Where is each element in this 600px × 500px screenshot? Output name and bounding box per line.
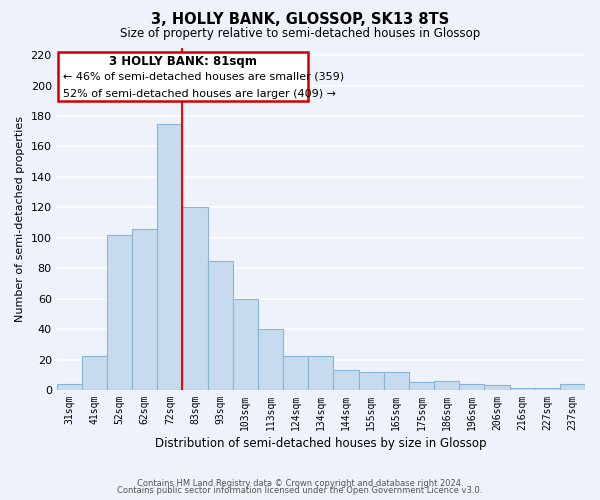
X-axis label: Distribution of semi-detached houses by size in Glossop: Distribution of semi-detached houses by … — [155, 437, 487, 450]
Bar — [258, 329, 283, 390]
Y-axis label: Number of semi-detached properties: Number of semi-detached properties — [15, 116, 25, 322]
Text: Contains HM Land Registry data © Crown copyright and database right 2024.: Contains HM Land Registry data © Crown c… — [137, 478, 463, 488]
Bar — [409, 382, 434, 390]
Bar — [82, 356, 107, 390]
Bar — [384, 372, 409, 390]
FancyBboxPatch shape — [58, 52, 308, 101]
Bar — [283, 356, 308, 390]
Bar — [434, 381, 459, 390]
Bar — [56, 384, 82, 390]
Bar — [334, 370, 359, 390]
Bar — [359, 372, 384, 390]
Text: ← 46% of semi-detached houses are smaller (359): ← 46% of semi-detached houses are smalle… — [63, 72, 344, 82]
Text: 3, HOLLY BANK, GLOSSOP, SK13 8TS: 3, HOLLY BANK, GLOSSOP, SK13 8TS — [151, 12, 449, 28]
Text: Size of property relative to semi-detached houses in Glossop: Size of property relative to semi-detach… — [120, 28, 480, 40]
Bar — [132, 228, 157, 390]
Bar — [182, 208, 208, 390]
Bar — [107, 234, 132, 390]
Bar — [157, 124, 182, 390]
Bar — [208, 260, 233, 390]
Text: 3 HOLLY BANK: 81sqm: 3 HOLLY BANK: 81sqm — [109, 55, 257, 68]
Text: Contains public sector information licensed under the Open Government Licence v3: Contains public sector information licen… — [118, 486, 482, 495]
Bar — [509, 388, 535, 390]
Bar — [308, 356, 334, 390]
Bar — [560, 384, 585, 390]
Bar — [535, 388, 560, 390]
Bar — [233, 298, 258, 390]
Bar — [484, 386, 509, 390]
Text: 52% of semi-detached houses are larger (409) →: 52% of semi-detached houses are larger (… — [63, 88, 336, 99]
Bar — [459, 384, 484, 390]
